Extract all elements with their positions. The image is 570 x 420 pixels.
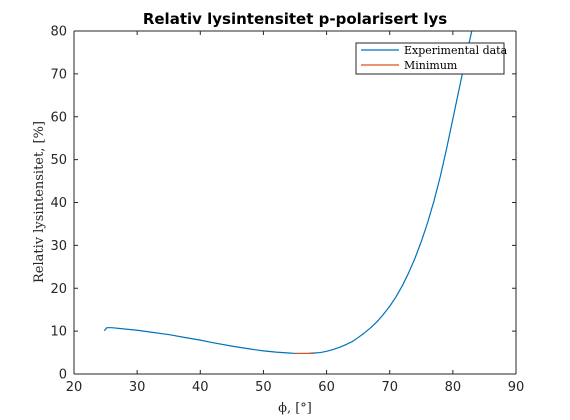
y-axis-label: Relativ lysintensitet, [%]: [32, 121, 47, 283]
x-tick-label-90: 90: [508, 380, 525, 395]
y-tick-label-60: 60: [50, 110, 67, 125]
chart-title: Relativ lysintensitet p-polarisert lys: [143, 10, 447, 28]
legend-label-experimental-data: Experimental data: [404, 44, 508, 57]
y-ticks: 0 10 20 30 40 50 60 70 80: [50, 25, 516, 383]
y-tick-label-0: 0: [59, 368, 67, 383]
y-tick-label-40: 40: [50, 196, 67, 211]
y-tick-label-10: 10: [50, 325, 67, 340]
y-tick-label-30: 30: [50, 239, 67, 254]
series-layer: [103, 30, 473, 355]
x-tick-label-50: 50: [255, 380, 272, 395]
x-tick-label-70: 70: [381, 380, 398, 395]
x-tick-label-20: 20: [66, 380, 83, 395]
legend[interactable]: Experimental data Minimum: [355, 42, 508, 75]
y-tick-label-80: 80: [50, 25, 67, 40]
x-tick-label-60: 60: [318, 380, 335, 395]
x-axis-label: ϕ, [°]: [278, 401, 312, 416]
y-tick-label-70: 70: [50, 67, 67, 82]
legend-box: [355, 42, 505, 75]
legend-label-minimum: Minimum: [404, 59, 458, 72]
x-ticks: 20 30 40 50 60 70 80 90: [66, 31, 525, 395]
y-tick-label-50: 50: [50, 153, 67, 168]
x-tick-label-40: 40: [192, 380, 209, 395]
series-line-experimental-data: [103, 30, 473, 355]
y-tick-label-20: 20: [50, 282, 67, 297]
x-tick-label-80: 80: [445, 380, 462, 395]
plot-area: [74, 31, 516, 374]
x-tick-label-30: 30: [129, 380, 146, 395]
